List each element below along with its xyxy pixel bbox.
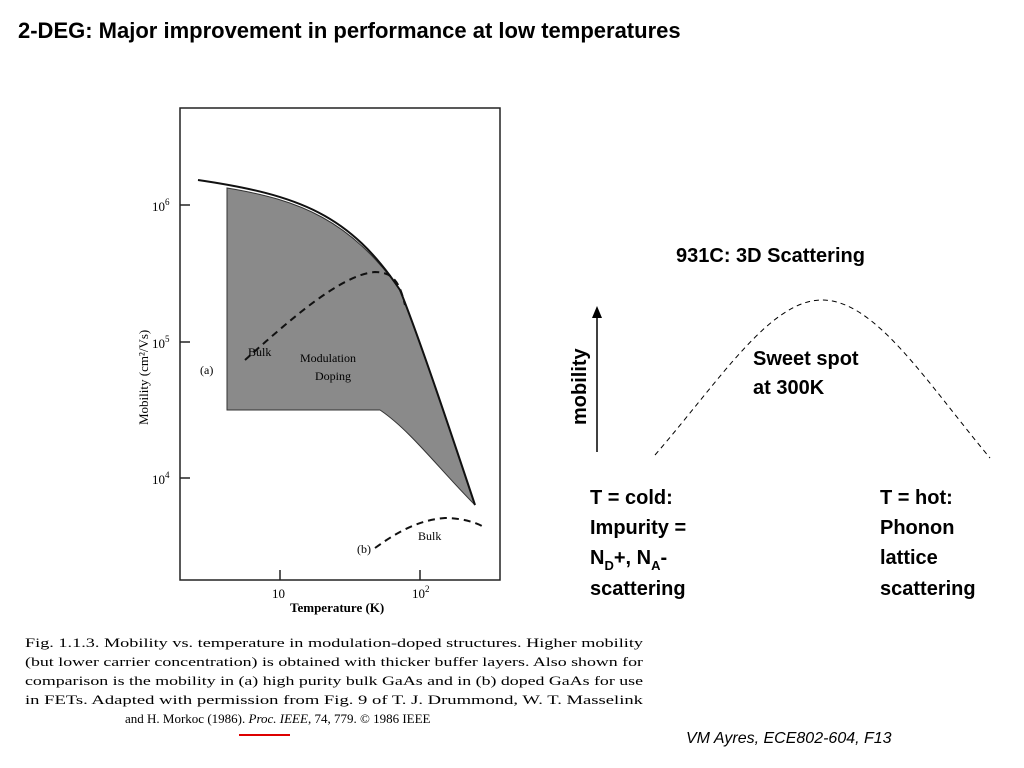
figure: 106 105 104 10 102 Temperature (K) Mobil… bbox=[25, 107, 644, 736]
annotation: Bulk bbox=[248, 345, 271, 359]
y-tick-label: 106 bbox=[152, 197, 170, 214]
x-tick-label: 10 bbox=[272, 586, 285, 601]
footer: VM Ayres, ECE802-604, F13 bbox=[686, 730, 892, 747]
caption-line: (but lower carrier concentration) is obt… bbox=[25, 654, 644, 669]
ticks bbox=[180, 204, 421, 580]
annotation: (a) bbox=[200, 363, 213, 377]
sketch-title: 931C: 3D Scattering bbox=[676, 245, 865, 267]
arrow-head bbox=[592, 306, 602, 318]
hot-label: lattice bbox=[880, 547, 938, 569]
peak-label: Sweet spot bbox=[753, 348, 859, 370]
y-tick-label: 105 bbox=[152, 334, 170, 351]
axes-frame bbox=[179, 107, 501, 581]
y-tick-label: 104 bbox=[152, 470, 170, 487]
caption-line: comparison is the mobility in (a) high p… bbox=[25, 673, 643, 688]
x-tick-label: 102 bbox=[412, 584, 430, 601]
annotation: Doping bbox=[315, 369, 351, 383]
cold-label: scattering bbox=[590, 578, 686, 600]
hot-label: scattering bbox=[880, 578, 976, 600]
mobility-curve bbox=[654, 299, 991, 459]
caption-line: Fig. 1.1.3. Mobility vs. temperature in … bbox=[25, 635, 644, 650]
y-axis-label: Mobility (cm²/Vs) bbox=[136, 330, 151, 425]
annotation: (b) bbox=[357, 542, 371, 556]
axis-label: mobility bbox=[569, 347, 591, 425]
slide-title: 2-DEG: Major improvement in performance … bbox=[18, 18, 681, 43]
caption: Fig. 1.1.3. Mobility vs. temperature in … bbox=[25, 635, 644, 726]
caption-line: in FETs. Adapted with permission from Fi… bbox=[25, 692, 644, 707]
cold-label: Impurity = bbox=[590, 517, 686, 539]
caption-line: and H. Morkoc (1986). Proc. IEEE, 74, 77… bbox=[125, 711, 431, 726]
hot-label: Phonon bbox=[880, 517, 954, 539]
bulk-a-curve bbox=[244, 270, 406, 361]
x-axis-label: Temperature (K) bbox=[290, 600, 384, 615]
peak-label: at 300K bbox=[753, 377, 825, 399]
cold-label: ND+, NA- bbox=[590, 547, 667, 573]
annotation: Modulation bbox=[300, 351, 356, 365]
cold-label: T = cold: bbox=[590, 487, 673, 509]
hot-label: T = hot: bbox=[880, 487, 953, 509]
bulk-b-curve bbox=[374, 516, 483, 549]
annotation: Bulk bbox=[418, 529, 441, 543]
sketch: 931C: 3D Scattering mobility Sweet spot … bbox=[569, 245, 991, 600]
